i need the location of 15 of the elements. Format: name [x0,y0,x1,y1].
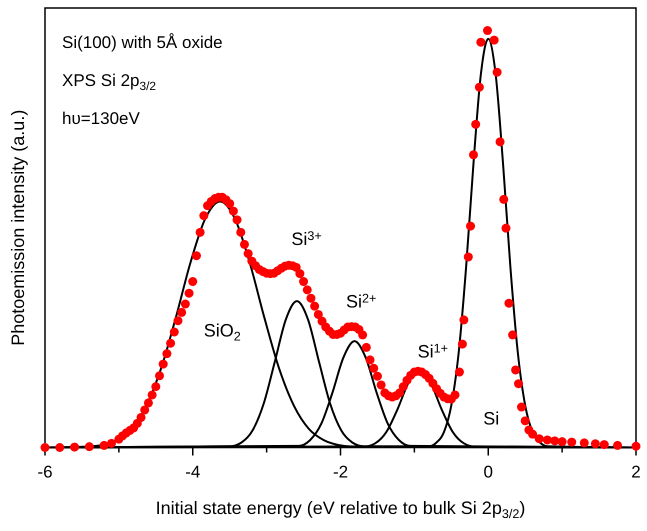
x-axis-title: Initial state energy (eV relative to bulk Si 2p$_{3/2}$) [156,498,526,521]
annotation: Si(100) with 5Å oxide [62,33,223,52]
annotation: Si$^{3+}$ [291,228,322,250]
x-tick-label: 0 [484,462,493,482]
x-tick-label: -6 [37,462,53,482]
x-tick-label: -2 [332,462,348,482]
annotation: Si$^{1+}$ [418,341,448,362]
x-tick-label: -4 [185,462,200,482]
annotation: Si$^{2+}$ [346,291,376,312]
annotation: XPS Si 2p$_{3/2}$ [62,71,156,93]
annotation: SiO$_{2}$ [204,320,241,344]
annotation: Si [483,408,500,428]
y-axis-title: Photoemission intensity (a.u.) [8,110,28,346]
x-tick-label: 2 [631,462,641,482]
annotation: hυ=130eV [62,109,140,128]
